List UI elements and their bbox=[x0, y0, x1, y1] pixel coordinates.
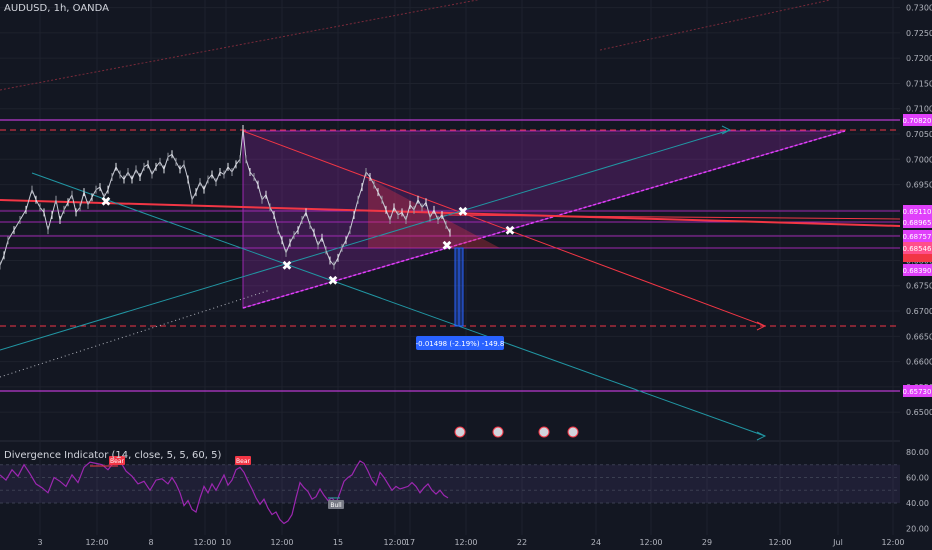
x-marker: ✖ bbox=[282, 259, 293, 274]
time-tick: 17 bbox=[405, 538, 415, 547]
price-label: 0.70820 bbox=[903, 117, 932, 125]
measure-tool: -0.01498 (-2.19%) -149.8 bbox=[416, 336, 505, 350]
indicator-tick: 80.00 bbox=[906, 448, 929, 457]
x-marker: ✖ bbox=[458, 205, 469, 220]
chart-title: AUDUSD, 1h, OANDA bbox=[4, 3, 110, 14]
time-tick: 24 bbox=[591, 538, 601, 547]
time-tick: 22 bbox=[517, 538, 527, 547]
red-arrow-head bbox=[756, 321, 767, 331]
time-tick: 12:00 bbox=[768, 538, 791, 547]
div-label-bg bbox=[328, 500, 344, 509]
time-tick: 12:00 bbox=[454, 538, 477, 547]
x-marker: ✖ bbox=[442, 239, 453, 254]
price-series bbox=[0, 124, 451, 270]
event-flag-icon bbox=[454, 426, 466, 438]
div-label-bg bbox=[109, 456, 125, 465]
price-label-bg bbox=[903, 385, 932, 397]
triangle-hypotenuse bbox=[242, 130, 846, 309]
div-label-bg bbox=[235, 456, 251, 465]
price-label-bg bbox=[903, 264, 932, 276]
x-marker: ✖ bbox=[505, 224, 516, 239]
div-label: Bear bbox=[110, 458, 124, 465]
rsi-band bbox=[0, 464, 900, 504]
current-price-bg bbox=[903, 254, 932, 262]
blue-arrow-head-low bbox=[756, 431, 767, 441]
economic-events[interactable] bbox=[454, 426, 579, 438]
price-label: 0.68965 bbox=[903, 219, 932, 227]
time-tick: 12:00 bbox=[193, 538, 216, 547]
price-label: 0.65730 bbox=[903, 388, 932, 396]
measure-label: -0.01498 (-2.19%) -149.8 bbox=[416, 340, 505, 348]
price-label: 0.68546 bbox=[903, 245, 932, 253]
indicator-pane: Bear Bear Bull bbox=[0, 456, 900, 525]
time-tick: 12:00 bbox=[270, 538, 293, 547]
div-label: Bull bbox=[330, 502, 342, 509]
blue-arrow-head-high bbox=[721, 125, 732, 135]
price-label-bg bbox=[903, 205, 932, 217]
price-line bbox=[0, 128, 451, 267]
indicator-tick: 20.00 bbox=[906, 525, 929, 534]
red-trend-main bbox=[0, 199, 901, 227]
blue-down-line bbox=[31, 172, 766, 437]
time-tick: 15 bbox=[333, 538, 343, 547]
price-label-bg bbox=[903, 242, 932, 254]
price-label: 0.69110 bbox=[903, 208, 932, 216]
price-tick: 0.65000 bbox=[906, 408, 932, 417]
time-tick: 10 bbox=[221, 538, 231, 547]
time-tick: Jul bbox=[832, 538, 843, 547]
event-flag-icon bbox=[492, 426, 504, 438]
dotted-trend bbox=[0, 289, 271, 378]
indicator-title: Divergence Indicator (14, close, 5, 5, 6… bbox=[4, 450, 222, 461]
price-label-bg bbox=[903, 230, 932, 242]
red-trend-short bbox=[439, 214, 901, 220]
x-markers: ✖ ✖ ✖ ✖ ✖ ✖ bbox=[101, 195, 516, 289]
price-label-bg bbox=[903, 114, 932, 126]
red-trend-arrow bbox=[242, 130, 766, 327]
rsi-line bbox=[0, 460, 449, 525]
x-marker: ✖ bbox=[328, 274, 339, 289]
indicator-tick: 60.00 bbox=[906, 474, 929, 483]
time-tick: 29 bbox=[702, 538, 712, 547]
x-marker: ✖ bbox=[101, 195, 112, 210]
event-flag-icon bbox=[567, 426, 579, 438]
indicator-tick: 40.00 bbox=[906, 499, 929, 508]
price-label: 0.68390 bbox=[903, 267, 932, 275]
time-tick: 12:00 bbox=[383, 538, 406, 547]
measure-label-bg bbox=[416, 336, 504, 350]
blue-up-line bbox=[0, 129, 731, 351]
time-tick: 12:00 bbox=[639, 538, 662, 547]
drawing-tools[interactable] bbox=[0, 0, 901, 441]
time-tick: 8 bbox=[148, 538, 153, 547]
time-tick: 12:00 bbox=[881, 538, 904, 547]
event-flag-icon bbox=[538, 426, 550, 438]
time-tick: 3 bbox=[37, 538, 42, 547]
faint-trend-top2 bbox=[599, 0, 831, 51]
time-tick: 12:00 bbox=[85, 538, 108, 547]
price-label: 0.68757 bbox=[903, 233, 932, 241]
price-label-bg bbox=[903, 216, 932, 228]
div-label: Bear bbox=[236, 458, 250, 465]
faint-trend-top bbox=[0, 0, 480, 91]
